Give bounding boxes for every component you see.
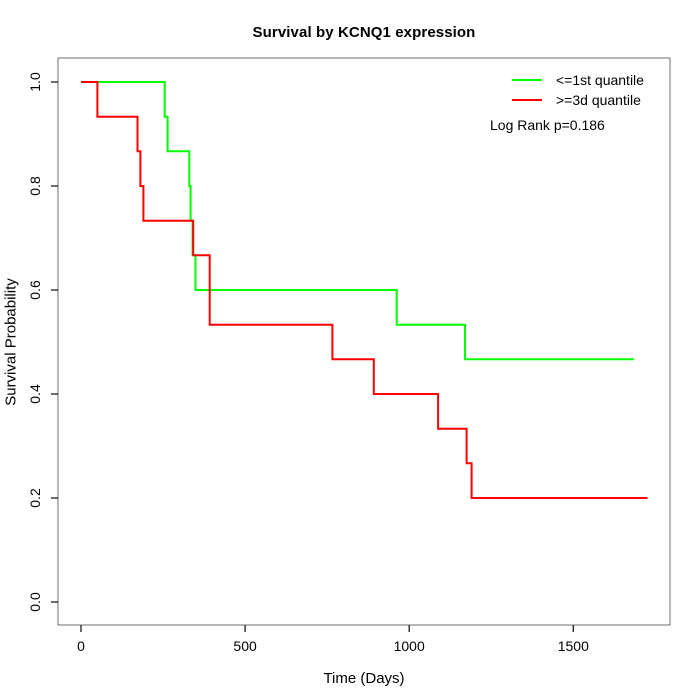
y-tick-label: 0.2 [27,488,43,508]
legend-label-first-quantile: <=1st quantile [556,72,644,88]
x-axis-title: Time (Days) [323,670,405,687]
x-tick-label: 1000 [394,638,425,654]
km-curve-third-quantile [81,81,648,499]
legend-line-green-icon [512,79,542,81]
legend-item-third-quantile: >=3d quantile [490,90,644,110]
legend-label-third-quantile: >=3d quantile [556,92,641,108]
log-rank-annotation: Log Rank p=0.186 [490,117,605,133]
plot-frame [57,57,671,626]
x-tick-label: 500 [233,638,257,654]
legend-line-red-icon [512,99,542,101]
legend: <=1st quantile >=3d quantile Log Rank p=… [490,70,644,133]
y-tick-label: 0.0 [27,592,43,612]
legend-item-first-quantile: <=1st quantile [490,70,644,90]
y-tick-label: 0.4 [27,384,43,404]
chart-title: Survival by KCNQ1 expression [252,24,476,41]
y-tick-label: 1.0 [27,72,43,92]
x-tick-label: 1500 [558,638,589,654]
x-tick-label: 0 [77,638,85,654]
y-tick-label: 0.8 [27,176,43,196]
y-tick-label: 0.6 [27,280,43,300]
